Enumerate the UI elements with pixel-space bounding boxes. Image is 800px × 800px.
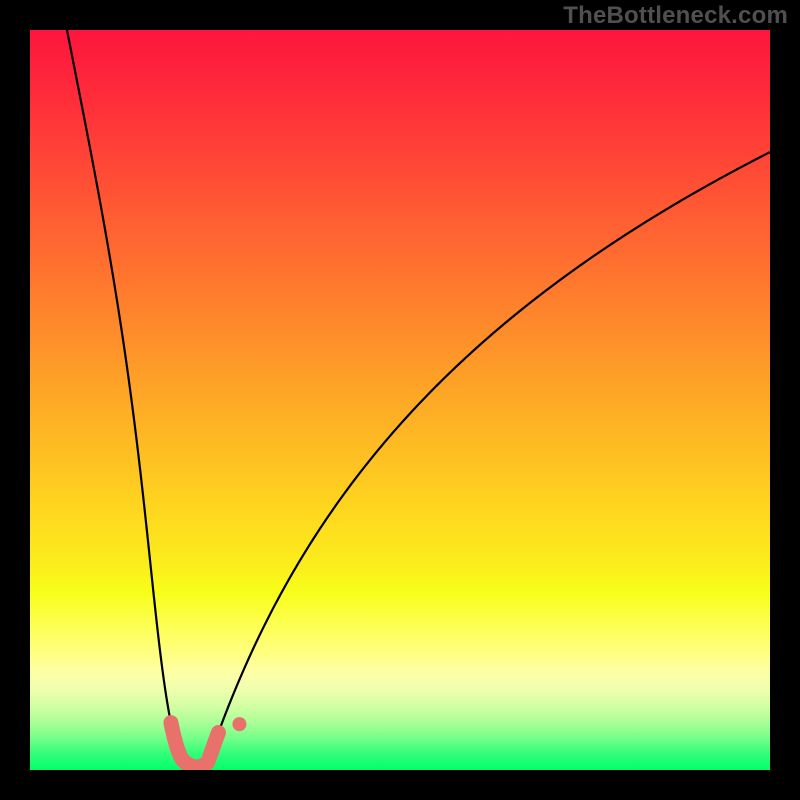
chart-svg [0, 0, 800, 800]
plot-background [30, 30, 770, 770]
chart-root: TheBottleneck.com [0, 0, 800, 800]
watermark-label: TheBottleneck.com [563, 2, 788, 30]
highlight-dot [232, 717, 246, 731]
